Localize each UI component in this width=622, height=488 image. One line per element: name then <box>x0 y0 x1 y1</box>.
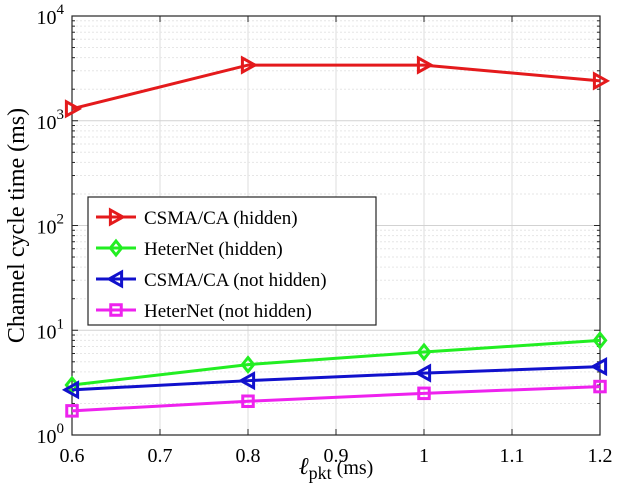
x-tick-label: 1.2 <box>588 445 613 467</box>
y-tick-label: 102 <box>37 212 65 239</box>
series-marker <box>593 379 607 394</box>
series-marker <box>237 371 256 391</box>
series-marker <box>65 404 79 418</box>
series-line <box>71 338 601 387</box>
x-tick-label: 1 <box>419 445 429 467</box>
legend-entry: HeterNet (hidden) <box>96 238 283 260</box>
series-line <box>71 63 601 111</box>
x-axis-title-unit: (ms) <box>332 457 374 479</box>
legend-entry: HeterNet (not hidden) <box>96 301 312 322</box>
x-tick-label: 1.1 <box>500 445 525 467</box>
series-marker <box>108 238 124 258</box>
y-tick-label: 101 <box>37 316 65 343</box>
x-tick-label: 0.7 <box>148 445 173 467</box>
x-axis-title: ℓpkt (ms) <box>299 454 374 483</box>
series-1 <box>64 55 611 119</box>
series-marker <box>241 394 255 408</box>
x-tick-label: 0.8 <box>236 445 261 467</box>
series-marker <box>108 207 127 227</box>
series-marker <box>413 363 432 383</box>
series-marker <box>592 331 608 350</box>
series-marker <box>416 342 432 362</box>
series-marker <box>589 357 608 377</box>
legend-label: CSMA/CA (not hidden) <box>144 270 327 291</box>
y-tick-label: 103 <box>37 107 65 134</box>
series-4 <box>65 379 607 418</box>
axis-ticks: 0.6 0.7 0.8 0.9 1 1.1 1.2 100 101 102 103 104 <box>37 2 613 467</box>
x-tick-label: 0.6 <box>60 445 85 467</box>
series-3 <box>61 357 608 400</box>
y-tick-label: 104 <box>37 2 65 29</box>
legend-label: CSMA/CA (hidden) <box>144 208 298 229</box>
series-marker <box>109 303 123 317</box>
series-line <box>71 365 601 392</box>
series-layer <box>61 55 611 418</box>
y-tick-label: 100 <box>37 421 65 448</box>
series-marker <box>64 99 83 119</box>
x-tick-label: 0.9 <box>324 445 349 467</box>
y-axis-title: Channel cycle time (ms) <box>4 108 30 343</box>
legend: CSMA/CA (hidden) HeterNet (hidden) CSMA/CA… <box>87 196 377 326</box>
series-marker <box>240 55 259 75</box>
legend-entry: CSMA/CA (hidden) <box>96 207 298 229</box>
legend-label: HeterNet (not hidden) <box>144 301 312 322</box>
series-marker <box>416 55 435 75</box>
legend-label: HeterNet (hidden) <box>144 239 283 260</box>
x-axis-title-sub: pkt <box>309 463 332 483</box>
series-marker <box>417 386 431 401</box>
legend-entry: CSMA/CA (not hidden) <box>96 269 327 291</box>
series-marker <box>592 71 611 91</box>
series-2 <box>64 331 608 395</box>
x-axis-title-main: ℓ <box>299 454 309 480</box>
series-line <box>71 385 601 413</box>
series-marker <box>240 355 256 374</box>
series-marker <box>105 269 124 289</box>
series-marker <box>61 380 80 400</box>
